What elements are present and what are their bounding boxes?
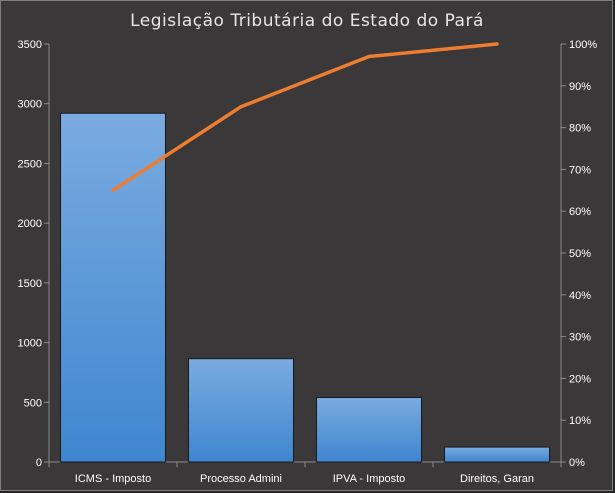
- y2-tick-label: 70%: [569, 164, 591, 176]
- x-category-label: Processo Admini: [200, 473, 282, 485]
- y2-tick-label: 10%: [569, 415, 591, 427]
- line-point: [367, 55, 371, 59]
- y2-tick-label: 0%: [569, 457, 585, 469]
- y-tick-label: 1000: [18, 338, 42, 350]
- y2-tick-label: 60%: [569, 206, 591, 218]
- bar: [188, 358, 294, 463]
- bar: [60, 112, 166, 463]
- y-tick-label: 2000: [18, 218, 42, 230]
- bar: [316, 397, 422, 463]
- plot-area: 0 500 1000 1500 2000 2500 3000 3500 0% 10% 20% 30% 4…: [18, 39, 598, 485]
- y-tick-label: 500: [24, 397, 42, 409]
- y-tick-label: 1500: [18, 278, 42, 290]
- cumulative-line: [111, 42, 499, 193]
- y-tick-label: 3500: [18, 39, 42, 51]
- x-category-label: Direitos, Garan: [460, 473, 534, 485]
- line-point: [111, 188, 115, 192]
- y2-tick-label: 100%: [569, 39, 597, 51]
- chart-title: Legislação Tributária do Estado do Pará: [130, 11, 484, 31]
- y2-tick-label: 50%: [569, 248, 591, 260]
- line-point: [239, 105, 243, 109]
- y2-tick-label: 20%: [569, 373, 591, 385]
- bar: [444, 446, 550, 463]
- y2-tick-label: 80%: [569, 123, 591, 135]
- x-category-label: ICMS - Imposto: [75, 473, 151, 485]
- y-tick-label: 3000: [18, 99, 42, 111]
- y-tick-label: 2500: [18, 158, 42, 170]
- y-tick-label: 0: [36, 457, 42, 469]
- y2-tick-label: 40%: [569, 290, 591, 302]
- line-point: [495, 42, 499, 46]
- y2-tick-label: 90%: [569, 81, 591, 93]
- x-category-label: IPVA - Imposto: [333, 473, 406, 485]
- y2-tick-label: 30%: [569, 332, 591, 344]
